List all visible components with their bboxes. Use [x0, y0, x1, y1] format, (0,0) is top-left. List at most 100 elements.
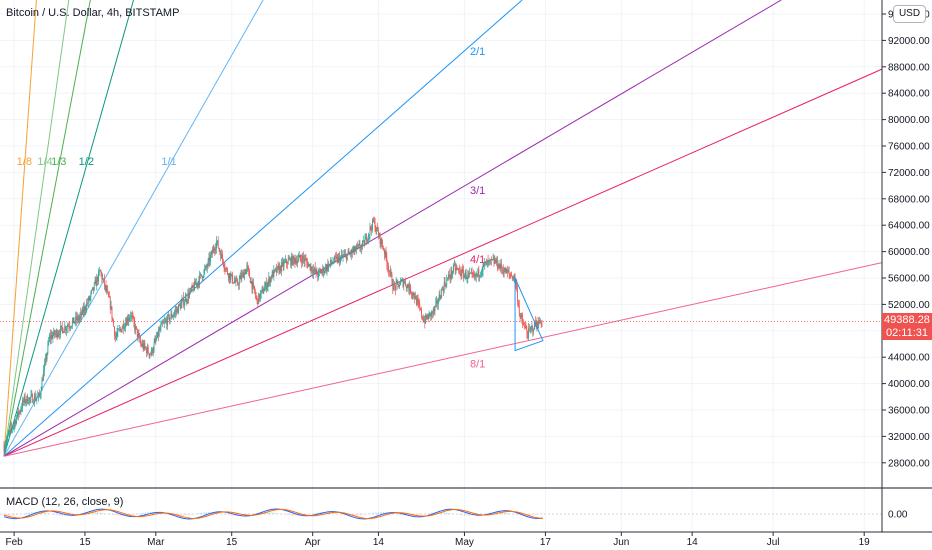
candle-body [147, 347, 149, 353]
macd-title[interactable]: MACD (12, 26, close, 9) [6, 496, 124, 508]
candle-body [43, 370, 45, 381]
candle-body [156, 337, 158, 340]
candle-body [166, 320, 168, 326]
macd-histogram-bar [91, 512, 94, 514]
candle-body [98, 271, 100, 272]
candle-body [277, 266, 279, 267]
candle-body [151, 348, 152, 355]
candle-body [269, 277, 271, 284]
candle-body [209, 257, 211, 262]
candle-body [309, 264, 311, 271]
candle-body [421, 308, 422, 317]
candle-body [53, 330, 55, 336]
candle-body [125, 322, 126, 328]
fan-line [3, 0, 782, 457]
candle-body [463, 270, 465, 278]
candle-body [443, 281, 445, 292]
candle-body [390, 270, 392, 275]
candle-body [112, 318, 114, 321]
candle-body [137, 333, 139, 337]
macd-histogram-bar [10, 514, 13, 516]
currency-badge[interactable]: USD [893, 5, 926, 23]
candle-body [258, 293, 260, 305]
candle-body [401, 279, 403, 281]
macd-histogram-bar [3, 514, 5, 516]
time-tick-label: 17 [540, 537, 552, 548]
candle-body [201, 276, 203, 279]
candle-body [514, 275, 516, 281]
candle-body [384, 250, 386, 255]
candle-body [17, 411, 18, 418]
candle-body [141, 343, 142, 346]
candle-body [372, 219, 373, 230]
candle-body [418, 302, 420, 305]
candle-body [485, 261, 486, 263]
macd-histogram-bar [218, 513, 220, 514]
candle-body [539, 319, 540, 324]
candle-body [238, 284, 239, 286]
candle-body [316, 269, 318, 275]
candle-body [216, 241, 217, 249]
candle-body [264, 287, 265, 292]
candle-body [30, 395, 32, 398]
candle-body [317, 274, 319, 278]
candle-body [21, 408, 23, 410]
candle-body [253, 283, 255, 286]
candle-body [9, 429, 11, 434]
triangle-pattern[interactable] [514, 277, 544, 352]
candle-body [465, 272, 467, 279]
candle-body [57, 334, 59, 337]
candle-body [439, 294, 441, 299]
macd-histogram-bar [190, 514, 192, 515]
candle-body [175, 310, 177, 312]
candle-body [83, 307, 85, 313]
price-tick-label: 56000.00 [888, 274, 930, 285]
candle-body [457, 268, 459, 270]
candle-body [270, 277, 271, 284]
candle-body [541, 325, 543, 326]
candle-body [111, 306, 113, 319]
macd-histogram-bar [420, 514, 423, 515]
candle-body [238, 279, 240, 286]
candle-body [32, 394, 34, 403]
candle-body [520, 315, 522, 318]
candle-body [4, 447, 6, 451]
candle-body [19, 411, 21, 413]
macd-histogram-bar [13, 514, 15, 516]
candle-body [398, 283, 400, 288]
symbol-title[interactable]: Bitcoin / U.S. Dollar, 4h, BITSTAMP [6, 7, 180, 19]
candle-body [297, 260, 298, 264]
gann-fan[interactable]: 1/8 1/41/3 1/2 1/1 2/1 3/1 4/1 8/1 [3, 0, 883, 457]
candle-body [138, 333, 140, 336]
candle-body [370, 226, 372, 229]
macd-histogram-bar [5, 514, 8, 516]
macd-histogram-bar [514, 514, 516, 515]
candle-body [157, 331, 159, 336]
candle-body [474, 274, 475, 277]
macd-histogram-bar [524, 514, 526, 516]
fan-line-label: 2/1 [470, 46, 485, 58]
candle-body [232, 282, 234, 283]
candle-body [407, 284, 409, 288]
time-tick-label: May [455, 537, 474, 548]
candle-body [468, 272, 470, 275]
macd-histogram-bar [183, 514, 185, 516]
fan-line-label: 4/1 [470, 254, 485, 266]
candle-body [497, 267, 499, 269]
candle-body [526, 329, 528, 335]
macd-histogram-bar [124, 514, 127, 516]
candle-body [80, 312, 82, 317]
time-tick-label: Feb [6, 537, 24, 548]
candle-body [146, 348, 147, 354]
macd-histogram-bar [23, 513, 25, 514]
candle-body [48, 341, 50, 344]
candle-body [268, 277, 270, 282]
candle-body [222, 259, 224, 265]
candle-body [433, 308, 435, 312]
chart-grid [0, 0, 882, 532]
candle-body [459, 269, 460, 271]
candle-body [22, 400, 23, 409]
candle-body [14, 420, 16, 424]
candle-body [446, 279, 448, 286]
